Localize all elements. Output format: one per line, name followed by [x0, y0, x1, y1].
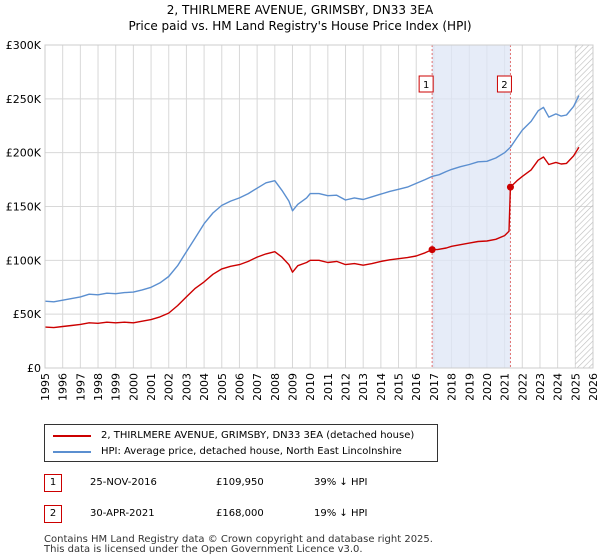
- y-tick-label: £50K: [13, 308, 42, 321]
- x-tick-label: 2010: [304, 373, 317, 400]
- x-tick-label: 2012: [340, 373, 353, 400]
- sale-point: [428, 246, 436, 254]
- chart-title: 2, THIRLMERE AVENUE, GRIMSBY, DN33 3EA: [166, 3, 434, 17]
- x-tick-label: 2002: [163, 373, 176, 400]
- legend-label-property: 2, THIRLMERE AVENUE, GRIMSBY, DN33 3EA (…: [101, 430, 415, 441]
- sale-label-box: [496, 75, 512, 93]
- y-tick-label: £0: [27, 362, 41, 375]
- x-tick-label: 2025: [569, 373, 582, 400]
- y-tick-label: £200K: [6, 147, 42, 160]
- x-tick-label: 2015: [393, 373, 406, 400]
- sale-price: £168,000: [216, 508, 264, 519]
- x-tick-label: 2005: [216, 373, 229, 400]
- sale-period-band: [432, 45, 511, 368]
- x-tick-label: 2008: [269, 373, 282, 400]
- legend: 2, THIRLMERE AVENUE, GRIMSBY, DN33 3EA (…: [44, 424, 438, 462]
- x-tick-label: 2006: [233, 373, 246, 400]
- property-series-line: [44, 146, 580, 329]
- sale-label-box: [418, 75, 434, 93]
- y-tick-label: £150K: [6, 201, 42, 214]
- legend-swatch-property: [53, 435, 91, 437]
- x-tick-label: 2004: [198, 373, 211, 400]
- legend-label-hpi: HPI: Average price, detached house, Nort…: [101, 446, 402, 457]
- y-tick-label: £300K: [6, 39, 42, 52]
- y-tick-label: £250K: [6, 93, 42, 106]
- x-tick-label: 2003: [180, 373, 193, 400]
- x-tick-label: 2023: [534, 373, 547, 400]
- chart-subtitle: Price paid vs. HM Land Registry's House …: [128, 19, 472, 33]
- sale-price: £109,950: [216, 477, 264, 488]
- sale-label-text: 2: [501, 80, 507, 91]
- x-tick-label: 2022: [516, 373, 529, 400]
- forecast-hatch: [575, 45, 593, 368]
- y-tick-label: £100K: [6, 254, 42, 267]
- sale-number-badge: 2: [44, 505, 62, 523]
- sale-number-badge: 1: [44, 474, 62, 492]
- sale-hpi-diff: 39% ↓ HPI: [314, 477, 368, 488]
- price-chart: £0 £50K £100K £150K £200K £250K £300K 1995 1996 1…: [6, 39, 600, 400]
- x-tick-label: 2017: [428, 373, 441, 400]
- legend-swatch-hpi: [53, 451, 91, 453]
- x-tick-label: 2016: [410, 373, 423, 400]
- x-tick-label: 2007: [251, 373, 264, 400]
- x-tick-label: 2024: [552, 373, 565, 400]
- x-tick-label: 2009: [286, 373, 299, 400]
- plot-frame: [44, 44, 594, 369]
- x-tick-label: 1999: [110, 373, 123, 400]
- x-tick-label: 2011: [322, 373, 335, 400]
- sale-label-text: 1: [423, 80, 429, 91]
- x-tick-label: 1997: [74, 373, 87, 400]
- x-tick-label: 2001: [145, 373, 158, 400]
- sale-date: 25-NOV-2016: [90, 477, 157, 488]
- x-tick-label: 2021: [499, 373, 512, 400]
- hpi-series-line: [44, 95, 580, 303]
- x-tick-label: 2013: [357, 373, 370, 400]
- sale-date: 30-APR-2021: [90, 508, 155, 519]
- x-tick-label: 1998: [92, 373, 105, 400]
- x-tick-label: 2018: [446, 373, 459, 400]
- x-tick-label: 2026: [587, 373, 600, 400]
- sale-point: [506, 183, 514, 191]
- footer-licence: This data is licensed under the Open Gov…: [44, 544, 363, 555]
- x-tick-label: 1996: [57, 373, 70, 400]
- x-tick-label: 2000: [127, 373, 140, 400]
- footer-copyright: Contains HM Land Registry data © Crown c…: [44, 534, 433, 545]
- x-tick-label: 1995: [39, 373, 52, 400]
- x-tick-label: 2020: [481, 373, 494, 400]
- sale-hpi-diff: 19% ↓ HPI: [314, 508, 368, 519]
- x-tick-label: 2014: [375, 373, 388, 400]
- x-tick-label: 2019: [463, 373, 476, 400]
